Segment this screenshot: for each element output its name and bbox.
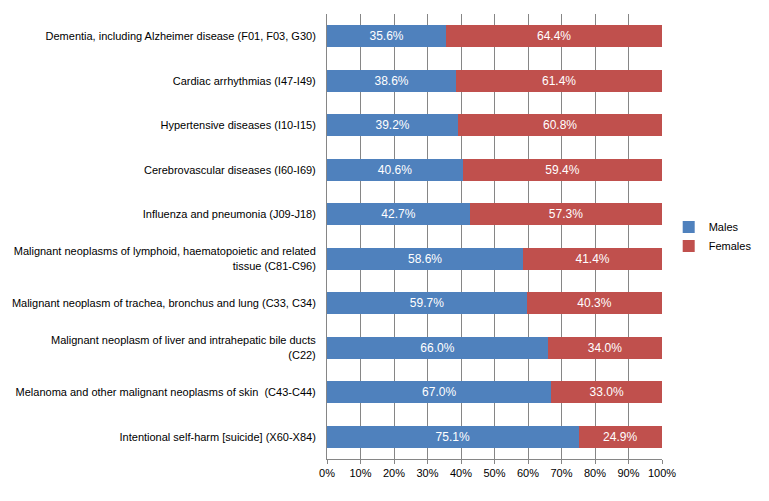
- svg-text:61.4%: 61.4%: [542, 74, 576, 88]
- svg-text:Cardiac arrhythmias (I47-I49): Cardiac arrhythmias (I47-I49): [173, 75, 316, 87]
- svg-text:Females: Females: [709, 240, 752, 252]
- svg-text:70%: 70%: [550, 467, 572, 479]
- svg-text:67.0%: 67.0%: [422, 385, 456, 399]
- svg-text:Dementia, including Alzheimer: Dementia, including Alzheimer disease (F…: [46, 30, 316, 42]
- svg-text:58.6%: 58.6%: [408, 252, 442, 266]
- svg-text:0%: 0%: [319, 467, 335, 479]
- svg-text:59.7%: 59.7%: [410, 296, 444, 310]
- svg-text:41.4%: 41.4%: [575, 252, 609, 266]
- svg-text:60.8%: 60.8%: [543, 118, 577, 132]
- svg-text:38.6%: 38.6%: [374, 74, 408, 88]
- svg-text:59.4%: 59.4%: [545, 163, 579, 177]
- svg-text:100%: 100%: [648, 467, 676, 479]
- svg-text:40.3%: 40.3%: [577, 296, 611, 310]
- svg-text:64.4%: 64.4%: [537, 29, 571, 43]
- svg-text:57.3%: 57.3%: [549, 207, 583, 221]
- svg-text:40.6%: 40.6%: [378, 163, 412, 177]
- svg-text:24.9%: 24.9%: [603, 430, 637, 444]
- svg-text:Influenza and pneumonia (J09-J: Influenza and pneumonia (J09-J18): [143, 208, 316, 220]
- svg-text:Males: Males: [709, 221, 739, 233]
- svg-text:Malignant neoplasm of liver an: Malignant neoplasm of liver and intrahep…: [51, 334, 316, 360]
- svg-text:Melanoma and other malignant n: Melanoma and other malignant neoplasms o…: [16, 386, 316, 398]
- svg-text:42.7%: 42.7%: [381, 207, 415, 221]
- svg-text:20%: 20%: [383, 467, 405, 479]
- svg-text:Malignant neoplasm of trachea,: Malignant neoplasm of trachea, bronchus …: [12, 297, 316, 309]
- svg-text:Malignant neoplasms of lymphoi: Malignant neoplasms of lymphoid, haemato…: [14, 245, 316, 271]
- svg-text:Cerebrovascular diseases (I60-: Cerebrovascular diseases (I60-I69): [144, 164, 316, 176]
- svg-text:Intentional self-harm [suicide: Intentional self-harm [suicide] (X60-X84…: [120, 431, 316, 443]
- svg-text:75.1%: 75.1%: [436, 430, 470, 444]
- svg-text:30%: 30%: [416, 467, 438, 479]
- svg-text:33.0%: 33.0%: [590, 385, 624, 399]
- svg-text:34.0%: 34.0%: [588, 341, 622, 355]
- svg-text:80%: 80%: [584, 467, 606, 479]
- svg-text:60%: 60%: [517, 467, 539, 479]
- svg-text:39.2%: 39.2%: [375, 118, 409, 132]
- svg-text:90%: 90%: [617, 467, 639, 479]
- svg-text:66.0%: 66.0%: [420, 341, 454, 355]
- svg-text:10%: 10%: [349, 467, 371, 479]
- svg-text:Hypertensive diseases (I10-I15: Hypertensive diseases (I10-I15): [161, 119, 316, 131]
- svg-text:35.6%: 35.6%: [369, 29, 403, 43]
- svg-text:50%: 50%: [483, 467, 505, 479]
- svg-text:40%: 40%: [450, 467, 472, 479]
